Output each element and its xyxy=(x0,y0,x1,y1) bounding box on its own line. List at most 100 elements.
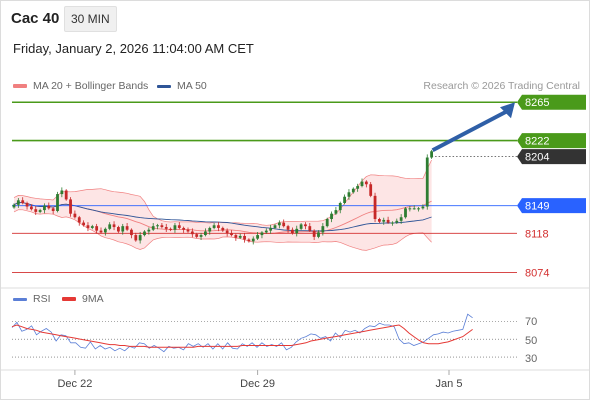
rsi-line xyxy=(11,313,473,353)
candle-body xyxy=(186,229,190,232)
ma50-line xyxy=(13,202,432,232)
candle-body xyxy=(404,208,407,218)
candle-body xyxy=(77,217,81,223)
x-axis-label: Jan 5 xyxy=(436,378,463,390)
candle-body xyxy=(204,231,207,236)
candle-body xyxy=(16,200,20,205)
candle-body xyxy=(417,208,420,210)
bollinger-swatch xyxy=(13,84,27,88)
candle-body xyxy=(86,225,90,228)
ma50-label: MA 50 xyxy=(177,80,207,92)
candle-body xyxy=(225,230,229,234)
candle-body xyxy=(286,226,290,230)
candle-body xyxy=(56,194,59,212)
candle-body xyxy=(138,235,142,241)
bollinger-label: MA 20 + Bollinger Bands xyxy=(33,80,149,92)
candle-body xyxy=(304,224,307,227)
candle-body xyxy=(64,190,68,200)
candle-body xyxy=(160,225,164,228)
candle-body xyxy=(90,226,94,228)
candle-body xyxy=(430,151,433,158)
forecast-arrow-shaft xyxy=(431,109,508,153)
candle-body xyxy=(347,192,351,197)
candle-body xyxy=(373,195,377,220)
candle-body xyxy=(47,205,51,209)
candle-body xyxy=(382,219,386,222)
candle-body xyxy=(30,206,33,210)
candle-body xyxy=(217,225,220,228)
level-tag-8222 xyxy=(517,133,586,149)
candle-body xyxy=(143,231,146,236)
candle-body xyxy=(351,188,355,193)
candle-body xyxy=(73,213,77,218)
level-tag-8265 xyxy=(517,94,586,110)
candle-body xyxy=(156,225,159,227)
candle-body xyxy=(221,227,225,231)
rsi-swatch xyxy=(13,297,27,301)
candle-body xyxy=(108,224,112,229)
candle-body xyxy=(208,227,212,232)
candle-body xyxy=(364,181,368,185)
candle-body xyxy=(408,208,412,210)
legend-rsi-ma: 9MA xyxy=(62,293,104,305)
candle-body xyxy=(360,181,364,187)
candle-body xyxy=(195,234,199,237)
interval-selector[interactable]: 30 MIN xyxy=(64,6,117,32)
candle-body xyxy=(425,157,429,207)
candle-body xyxy=(243,235,246,240)
candle-body xyxy=(190,231,194,235)
rsi-tick-label: 50 xyxy=(525,335,537,347)
candle-body xyxy=(199,235,203,237)
candle-body xyxy=(177,225,181,228)
candle-body xyxy=(125,226,129,230)
rsi-ma-swatch xyxy=(62,297,76,301)
chart-datetime: Friday, January 2, 2026 11:04:00 AM CET xyxy=(13,41,254,56)
candle-body xyxy=(251,238,255,242)
candle-body xyxy=(395,220,399,223)
candle-body xyxy=(260,232,264,236)
candle-body xyxy=(299,224,303,229)
candle-body xyxy=(338,202,342,211)
candle-body xyxy=(295,228,299,234)
candle-body xyxy=(147,229,151,232)
level-label-8222: 8222 xyxy=(525,136,549,148)
level-label-8074: 8074 xyxy=(525,268,549,280)
candle-body xyxy=(51,208,55,212)
candle-body xyxy=(103,228,107,233)
chart-header: Cac 40 30 MIN xyxy=(0,0,590,38)
candle-body xyxy=(317,232,320,237)
candle-body xyxy=(130,229,133,236)
candle-body xyxy=(38,210,42,212)
candle-body xyxy=(212,225,216,228)
legend-ma50: MA 50 xyxy=(157,80,207,92)
candle-body xyxy=(282,222,286,227)
candle-body xyxy=(60,190,64,195)
candle-body xyxy=(121,226,125,232)
rsi-tick-label: 30 xyxy=(525,353,537,365)
candle-body xyxy=(164,227,168,229)
candle-body xyxy=(173,225,177,230)
candle-body xyxy=(34,209,38,212)
forecast-arrow-head xyxy=(500,102,515,119)
candle-body xyxy=(356,186,360,189)
candle-body xyxy=(256,235,259,239)
rsi-label: RSI xyxy=(33,293,51,305)
candle-body xyxy=(247,239,251,242)
candle-body xyxy=(230,233,233,236)
candle-body xyxy=(151,226,155,230)
candle-body xyxy=(291,229,294,234)
candle-body xyxy=(312,230,316,237)
ma50-swatch xyxy=(157,84,171,88)
candle-body xyxy=(82,222,85,226)
legend-bollinger: MA 20 + Bollinger Bands xyxy=(13,80,148,92)
level-label-8118: 8118 xyxy=(525,228,549,240)
candle-body xyxy=(321,226,325,233)
candle-body xyxy=(21,200,25,203)
candle-body xyxy=(134,235,138,241)
level-label-8149: 8149 xyxy=(525,201,549,213)
candle-body xyxy=(273,225,277,228)
candle-body xyxy=(112,224,116,228)
rsi-ma-line xyxy=(11,324,473,348)
candle-body xyxy=(25,202,29,207)
